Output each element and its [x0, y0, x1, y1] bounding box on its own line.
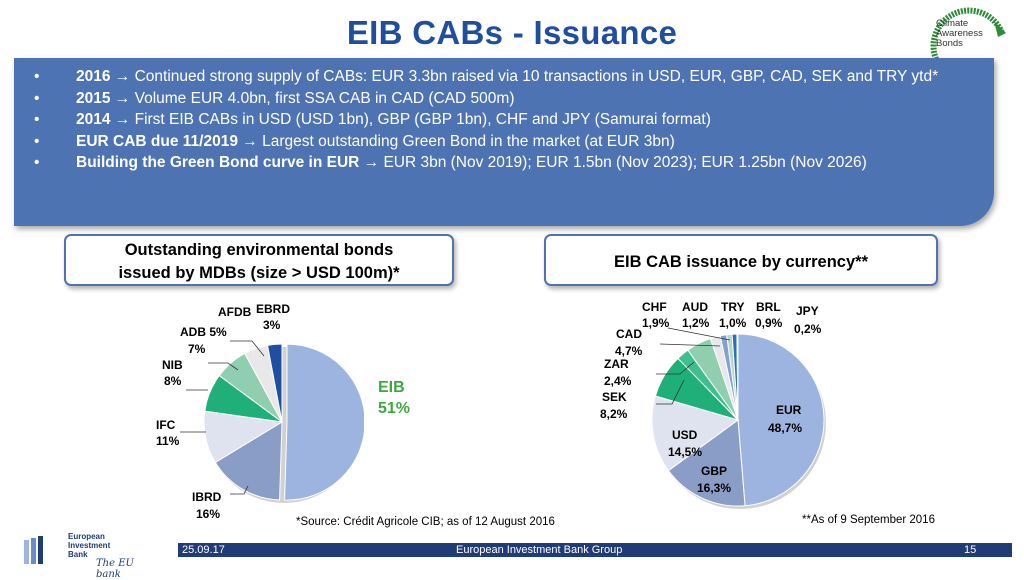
value-eib: 51% [378, 400, 411, 417]
cab-logo-line1: Climate [936, 18, 969, 29]
footer-bar: 25.09.17 European Investment Bank Group … [178, 543, 1012, 557]
left-chart-title-box: Outstanding environmental bonds issued b… [64, 234, 454, 286]
value-jpy: 0,2% [794, 322, 822, 336]
label-aud: AUD [682, 300, 708, 314]
slide-title: EIB CABs - Issuance [346, 14, 678, 51]
pie-slice-jpy [736, 333, 739, 421]
pie-slice-eib [284, 343, 364, 501]
pie-slice-usd [651, 395, 740, 472]
label-eur: EUR [776, 403, 802, 417]
bullet-text: Volume EUR 4.0bn, first SSA CAB in CAD (… [130, 89, 515, 107]
bullet-bold: 2015 → [76, 89, 131, 107]
value-gbp: 16,3% [697, 481, 732, 495]
cab-logo-line2: Awareness [936, 28, 983, 39]
value-adb: 7% [188, 342, 206, 356]
value-usd: 14,5% [668, 445, 703, 459]
value-brl: 0,9% [755, 316, 783, 330]
label-brl: BRL [756, 300, 781, 314]
bullet-panel: • 2016 → Continued strong supply of CABs:… [14, 58, 994, 226]
value-eur: 48,7% [768, 421, 803, 435]
label-try: TRY [721, 300, 745, 314]
bullet-bold: EUR CAB due 11/2019 → [76, 132, 258, 150]
bullet-text: First EIB CABs in USD (USD 1bn), GBP (GB… [130, 111, 711, 128]
bullet-item: • 2014 → First EIB CABs in USD (USD 1bn),… [34, 111, 711, 128]
cab-logo-line3: Bonds [936, 38, 963, 49]
left-chart-title-line2: issued by MDBs (size > USD 100m)* [118, 264, 400, 282]
pie-slice-gbp [667, 419, 746, 507]
label-ibrd: IBRD [192, 490, 222, 504]
cab-logo-text: Climate Awareness Bonds [936, 19, 983, 49]
bullet-item: • EUR CAB due 11/2019 → Largest outstandi… [34, 132, 675, 150]
label-ebrd: EBRD [256, 302, 291, 316]
label-ifc: IFC [156, 418, 176, 432]
bullet-item: • 2016 → Continued strong supply of CABs:… [34, 68, 939, 85]
label-adb: ADB 5% [180, 325, 227, 339]
pie-slice-eur [737, 333, 825, 507]
footer-date: 25.09.17 [182, 544, 225, 556]
bullet-bold: Building the Green Bond curve in EUR → [76, 154, 380, 171]
value-ibrd: 16% [196, 507, 221, 521]
value-nib: 8% [164, 374, 182, 388]
left-chart-title-line1: Outstanding environmental bonds [124, 241, 394, 259]
value-cad: 4,7% [615, 344, 643, 358]
label-nib: NIB [162, 358, 183, 372]
bullet-bold: 2016 → [76, 68, 131, 85]
value-aud: 1,2% [682, 316, 710, 330]
label-chf: CHF [642, 300, 667, 314]
bullet-bold: 2014 → [76, 111, 131, 128]
value-sek: 8,2% [600, 407, 628, 421]
label-cad: CAD [616, 327, 642, 341]
eib-logo-tagline: The EU bank [96, 558, 134, 580]
left-leader-lines [180, 340, 265, 495]
right-leader-lines [656, 327, 731, 405]
currency-pie-chart [651, 333, 826, 509]
pie-slice-ebrd [266, 343, 283, 423]
climate-awareness-bonds-logo: Climate Awareness Bonds [906, 3, 1016, 65]
label-sek: SEK [602, 390, 627, 404]
label-jpy: JPY [796, 304, 819, 318]
bullet-text: Largest outstanding Green Bond in the ma… [257, 132, 675, 150]
label-usd: USD [672, 428, 698, 442]
bullet-text: EUR 3bn (Nov 2019); EUR 1.5bn (Nov 2023)… [379, 154, 867, 171]
label-afdb: AFDB [218, 305, 252, 319]
source-note: *Source: Crédit Agricole CIB; as of 12 A… [296, 516, 555, 528]
mdb-pie-chart [203, 343, 364, 503]
label-zar: ZAR [604, 357, 629, 371]
eib-logo-name: European Investment Bank [68, 532, 111, 559]
value-chf: 1,9% [642, 316, 670, 330]
bullet-item: • Building the Green Bond curve in EUR → … [34, 154, 867, 171]
eib-logo: European Investment Bank The EU bank [20, 528, 160, 580]
value-ebrd: 3% [263, 318, 281, 332]
right-chart-title: EIB CAB issuance by currency** [613, 253, 869, 271]
value-zar: 2,4% [604, 374, 632, 388]
footer-page: 15 [964, 544, 977, 556]
label-eib: EIB [378, 379, 405, 396]
bullet-text: Continued strong supply of CABs: EUR 3.3… [130, 68, 939, 85]
bullet-item: • 2015 → Volume EUR 4.0bn, first SSA CAB … [34, 89, 515, 107]
eib-bars-icon [24, 536, 43, 564]
asof-note: **As of 9 September 2016 [802, 514, 935, 526]
footer-org: European Investment Bank Group [456, 544, 623, 556]
value-try: 1,0% [719, 316, 747, 330]
pie-slice-ibrd [214, 421, 283, 501]
cab-ring-icon [930, 7, 1006, 61]
right-chart-title-box: EIB CAB issuance by currency** [544, 234, 938, 286]
value-ifc: 11% [156, 434, 180, 448]
label-gbp: GBP [701, 464, 728, 478]
